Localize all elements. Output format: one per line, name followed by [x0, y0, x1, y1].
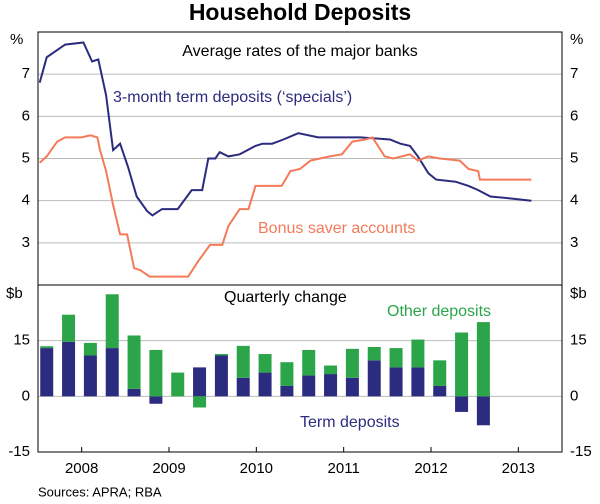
bar: [280, 362, 294, 386]
unit-label: $b: [570, 285, 587, 302]
series-label: Bonus saver accounts: [258, 220, 415, 237]
bar: [127, 335, 141, 389]
y-tick-label: 3: [22, 234, 30, 251]
line: [38, 41, 532, 217]
bar: [105, 294, 119, 349]
series-label: Other deposits: [387, 303, 491, 320]
bar: [302, 349, 316, 376]
bar: [193, 367, 207, 397]
bar: [324, 365, 338, 375]
y-tick-label: 15: [13, 332, 30, 349]
bar: [236, 345, 250, 378]
bar: [433, 360, 447, 386]
y-tick-label: 7: [22, 65, 30, 82]
unit-label: $b: [6, 285, 23, 302]
panel-title: Average rates of the major banks: [182, 43, 417, 60]
series-label: 3-month term deposits (‘specials’): [113, 89, 352, 106]
bar: [455, 396, 469, 412]
bar: [389, 348, 403, 368]
bar: [411, 367, 425, 397]
bar: [476, 396, 490, 426]
bar: [476, 322, 490, 397]
bar: [214, 354, 228, 356]
bar: [40, 348, 54, 397]
bar: [105, 348, 119, 397]
series-label: Term deposits: [300, 414, 400, 431]
y-tick-label: 0: [570, 387, 578, 404]
bar: [258, 372, 272, 397]
line: [39, 134, 532, 278]
bar: [62, 341, 76, 397]
bar: [367, 360, 381, 397]
bar: [389, 367, 403, 397]
y-tick-label: -15: [8, 443, 30, 460]
y-tick-label: 5: [570, 149, 578, 166]
y-tick-label: 4: [22, 192, 30, 209]
bar: [83, 355, 97, 397]
bar: [324, 374, 338, 397]
y-tick-label: 0: [22, 387, 30, 404]
panel-title: Quarterly change: [224, 289, 347, 306]
y-tick-label: 6: [570, 107, 578, 124]
bar: [367, 346, 381, 361]
bar: [40, 346, 54, 349]
x-tick-label: 2008: [65, 460, 98, 477]
unit-label: %: [570, 31, 583, 48]
bar: [433, 385, 447, 397]
x-tick-label: 2011: [328, 460, 360, 477]
y-tick-label: 15: [570, 332, 587, 349]
x-tick-label: 2010: [240, 460, 273, 477]
x-tick-label: 2009: [152, 460, 185, 477]
bar: [83, 342, 97, 356]
y-tick-label: 6: [22, 107, 30, 124]
y-tick-label: 4: [570, 192, 578, 209]
bar: [280, 385, 294, 397]
bar: [214, 355, 228, 397]
bar: [345, 348, 359, 378]
bar: [149, 396, 163, 404]
bar: [302, 375, 316, 397]
chart-title: Household Deposits: [189, 0, 411, 25]
bar: [127, 388, 141, 397]
bar: [62, 314, 76, 342]
panel-frame: [37, 284, 563, 453]
y-tick-label: 5: [22, 149, 30, 166]
bar: [258, 354, 272, 373]
y-tick-label: 7: [570, 65, 578, 82]
bar: [149, 349, 163, 397]
bar: [193, 396, 207, 408]
bar: [345, 377, 359, 397]
unit-label: %: [10, 31, 23, 48]
y-tick-label: 3: [570, 234, 578, 251]
bar: [411, 339, 425, 368]
y-tick-label: -15: [570, 443, 592, 460]
bar: [455, 332, 469, 397]
x-tick-label: 2013: [502, 460, 535, 477]
x-tick-label: 2012: [414, 460, 447, 477]
bar: [236, 377, 250, 397]
bar: [171, 372, 185, 397]
source: Sources: APRA; RBA: [38, 484, 162, 499]
